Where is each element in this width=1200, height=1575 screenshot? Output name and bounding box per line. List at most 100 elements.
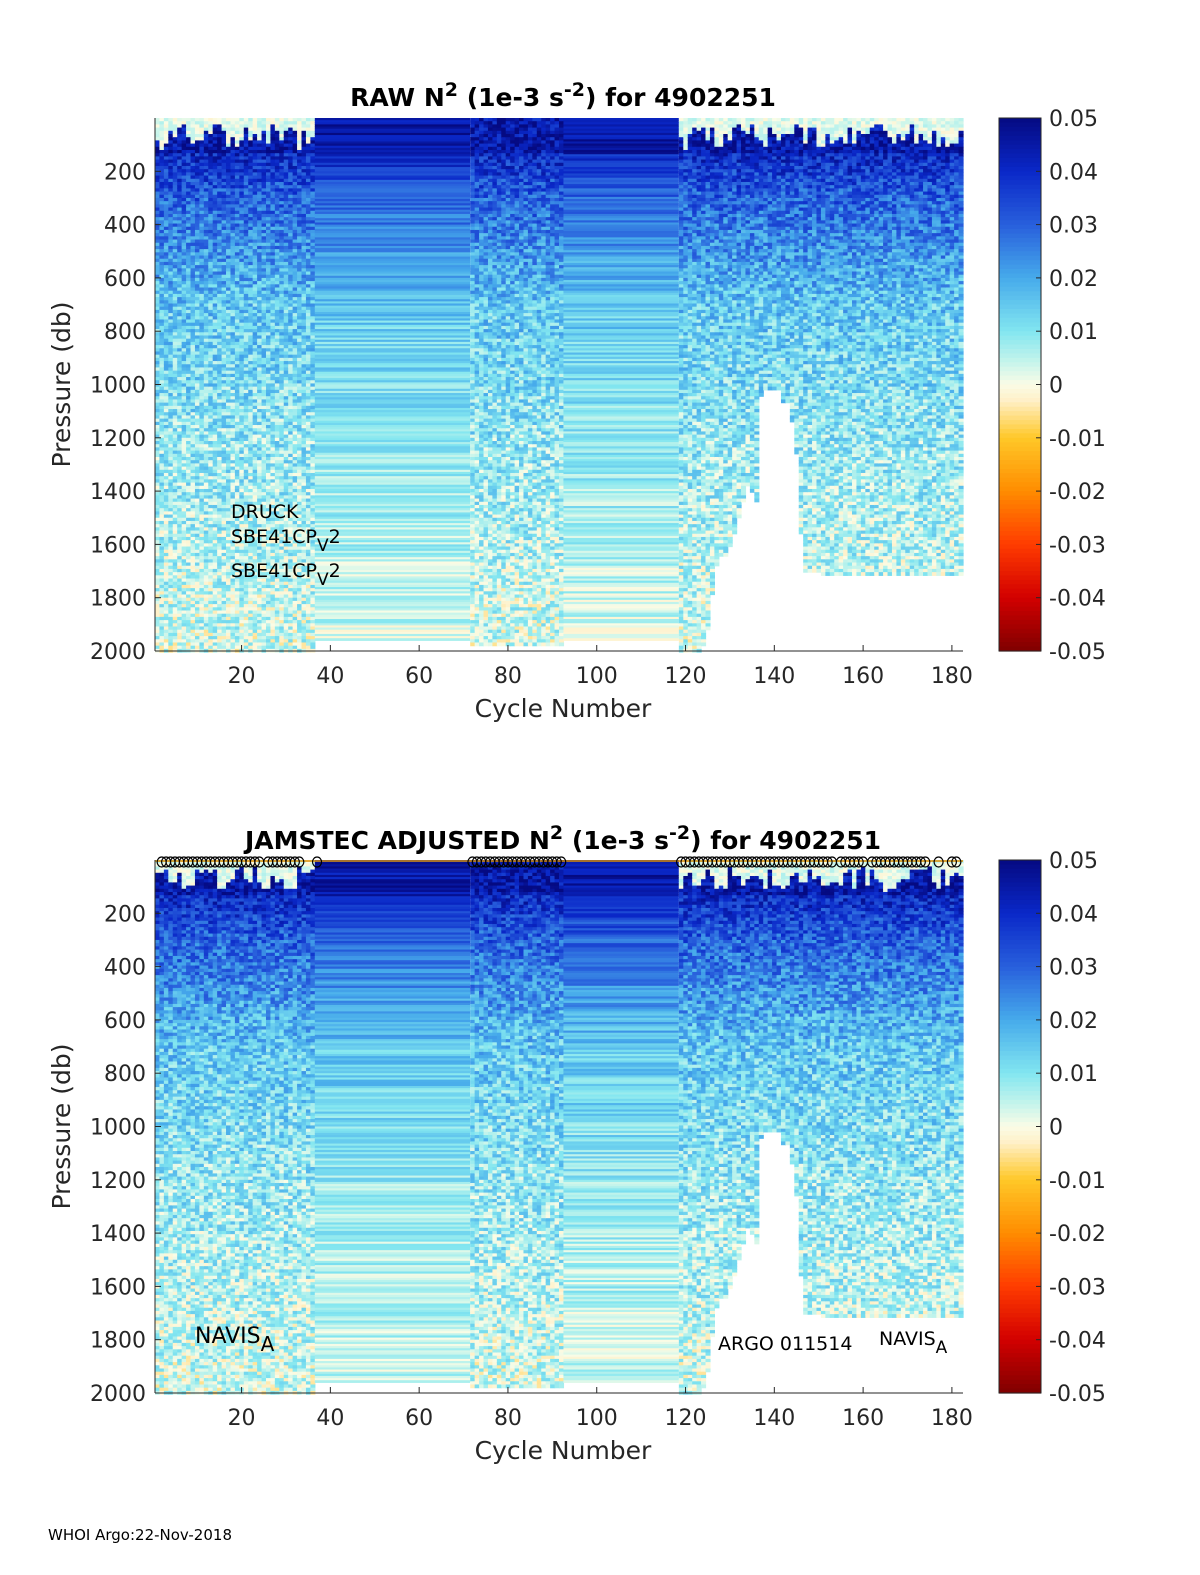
heatmap-cell [163,223,169,228]
heatmap-cell [177,284,183,289]
heatmap-cell [194,338,200,343]
heatmap-cell [190,527,196,532]
heatmap-cell [172,556,178,560]
heatmap-cell [159,178,165,183]
heatmap-cell [194,185,200,189]
heatmap-cell [190,255,196,260]
heatmap-cell [177,591,183,596]
heatmap-cell [159,597,165,602]
heatmap-cell [190,482,196,487]
heatmap-cell [208,191,214,196]
heatmap-cell [194,588,200,592]
heatmap-cell [163,213,169,218]
heatmap-cell [190,178,196,183]
heatmap-cell [186,194,192,199]
heatmap-cell [208,149,214,154]
heatmap-cell [181,386,187,391]
heatmap-cell [194,172,200,177]
heatmap-cell [208,127,214,132]
heatmap-cell [155,265,161,269]
heatmap-cell [155,546,161,551]
heatmap-cell [159,514,165,519]
heatmap-cell [190,220,196,225]
heatmap-cell [159,306,165,311]
heatmap-cell [199,450,205,455]
heatmap-cell [181,626,187,631]
heatmap-cell [203,281,209,285]
heatmap-cell [168,597,174,602]
heatmap-cell [172,290,178,295]
heatmap-cell [208,341,214,346]
heatmap-cell [190,441,196,445]
heatmap-cell [172,188,178,193]
heatmap-cell [194,620,200,624]
heatmap-cell [181,460,187,464]
heatmap-cell [155,453,161,458]
heatmap-cell [172,217,178,221]
heatmap-cell [163,236,169,241]
heatmap-cell [172,437,178,442]
heatmap-cell [190,610,196,615]
heatmap-cell [190,402,196,407]
heatmap-cell [194,409,200,413]
heatmap-cell [190,162,196,167]
heatmap-cell [190,156,196,161]
heatmap-cell [177,277,183,282]
heatmap-cell [168,559,174,564]
heatmap-cell [177,226,183,231]
heatmap-cell [172,562,178,567]
heatmap-cell [194,399,200,404]
heatmap-cell [177,549,183,554]
heatmap-cell [163,293,169,298]
heatmap-cell [199,437,205,442]
heatmap-cell [203,604,209,608]
heatmap-cell [172,629,178,634]
heatmap-cell [177,332,183,337]
heatmap-cell [199,434,205,439]
heatmap-cell [177,418,183,423]
heatmap-cell [181,149,187,154]
heatmap-cell [203,418,209,423]
heatmap-cell [159,191,165,196]
heatmap-cell [177,472,183,477]
heatmap-cell [159,456,165,461]
heatmap-cell [177,412,183,417]
heatmap-cell [186,197,192,202]
heatmap-cell [186,367,192,372]
heatmap-cell [203,223,209,228]
heatmap-cell [177,386,183,391]
heatmap-cell [199,543,205,548]
heatmap-cell [155,527,161,532]
heatmap-cell [163,255,169,260]
heatmap-cell [194,143,200,148]
heatmap-cell [181,159,187,164]
heatmap-cell [208,357,214,362]
heatmap-cell [155,226,161,231]
heatmap-cell [199,479,205,484]
heatmap-cell [203,514,209,519]
heatmap-cell [159,415,165,420]
heatmap-cell [168,370,174,375]
heatmap-cell [181,623,187,628]
heatmap-cell [172,636,178,640]
heatmap-cell [168,293,174,298]
heatmap-cell [186,485,192,490]
heatmap-cell [168,156,174,161]
heatmap-cell [199,511,205,516]
heatmap-cell [186,469,192,474]
heatmap-cell [159,444,165,448]
heatmap-cell [159,341,165,346]
heatmap-cell [203,639,209,644]
heatmap-cell [190,274,196,279]
heatmap-cell [163,437,169,442]
heatmap-cell [194,175,200,180]
heatmap-cell [181,316,187,321]
heatmap-cell [177,389,183,394]
heatmap-cell [155,188,161,193]
heatmap-cell [190,271,196,276]
heatmap-cell [181,524,187,528]
heatmap-cell [172,236,178,241]
heatmap-cell [203,261,209,266]
heatmap-cell [159,623,165,628]
heatmap-cell [168,620,174,624]
